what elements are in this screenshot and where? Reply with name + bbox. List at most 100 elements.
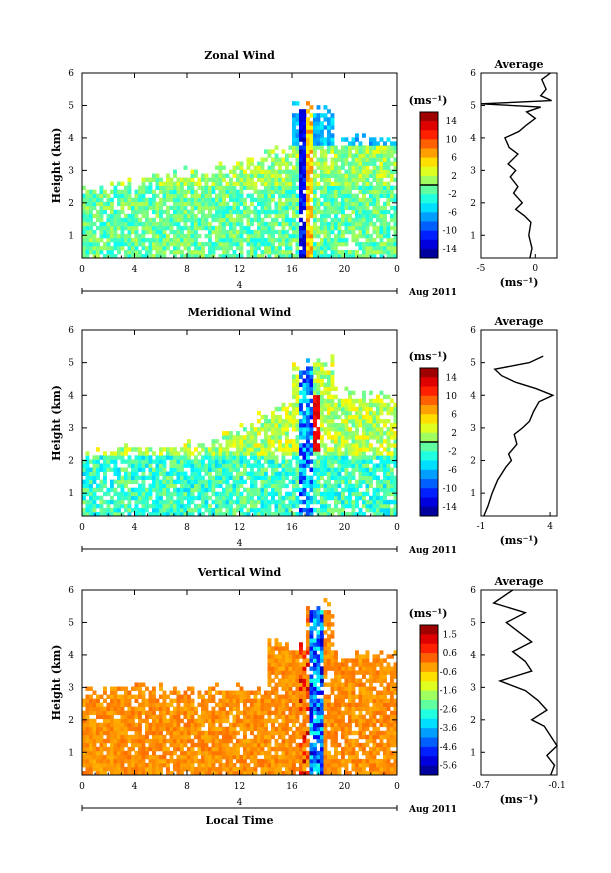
heatmap-cell xyxy=(379,149,384,154)
heatmap-cell xyxy=(246,507,251,513)
heatmap-cell xyxy=(348,193,352,199)
heatmap-cell xyxy=(299,435,303,440)
heatmap-cell xyxy=(183,507,188,513)
heatmap-cell xyxy=(92,475,97,481)
heatmap-cell xyxy=(372,435,377,440)
heatmap-cell xyxy=(376,245,380,251)
heatmap-cell xyxy=(246,237,251,243)
heatmap-cell xyxy=(323,406,328,412)
heatmap-cell xyxy=(243,710,247,716)
heatmap-cell xyxy=(390,249,394,255)
heatmap-cell xyxy=(274,189,279,195)
heatmap-cell xyxy=(267,241,272,247)
heatmap-cell xyxy=(341,149,345,154)
heatmap-cell xyxy=(204,185,209,191)
heatmap-cell xyxy=(99,213,104,219)
heatmap-cell xyxy=(194,483,198,489)
heatmap-cell xyxy=(299,133,303,138)
heatmap-cell xyxy=(120,487,125,493)
colorbar-segment xyxy=(420,175,438,186)
heatmap-cell xyxy=(204,451,209,456)
heatmap-cell xyxy=(96,475,100,481)
heatmap-cell xyxy=(309,205,314,211)
heatmap-cell xyxy=(152,237,156,243)
heatmap-cell xyxy=(141,702,146,708)
heatmap-cell xyxy=(323,463,328,468)
heatmap-cell xyxy=(120,726,125,732)
heatmap-cell xyxy=(386,229,391,235)
heatmap-cell xyxy=(187,443,191,448)
heatmap-cell xyxy=(386,169,391,174)
heatmap-cell xyxy=(99,197,104,203)
heatmap-cell xyxy=(239,233,244,239)
heatmap-cell xyxy=(348,511,352,517)
heatmap-cell xyxy=(134,201,139,207)
heatmap-cell xyxy=(285,431,289,436)
heatmap-cell xyxy=(362,427,366,432)
heatmap-cell xyxy=(176,762,181,768)
heatmap-cell xyxy=(341,185,345,191)
heatmap-cell xyxy=(253,165,258,170)
heatmap-cell xyxy=(176,746,181,752)
heatmap-cell xyxy=(117,225,121,231)
heatmap-cell xyxy=(159,201,163,207)
x-tick-label: 12 xyxy=(234,265,245,275)
heatmap-cell xyxy=(274,253,279,259)
heatmap-cell xyxy=(344,185,349,191)
heatmap-cell xyxy=(288,185,293,191)
heatmap-cell xyxy=(334,209,338,215)
heatmap-cell xyxy=(299,129,303,134)
heatmap-cell xyxy=(239,229,244,235)
heatmap-cell xyxy=(299,181,303,187)
heatmap-cell xyxy=(243,754,247,760)
heatmap-cell xyxy=(369,137,373,142)
heatmap-cell xyxy=(152,750,156,756)
heatmap-cell xyxy=(351,511,356,517)
heatmap-cell xyxy=(96,746,100,752)
heatmap-cell xyxy=(239,511,244,517)
heatmap-cell xyxy=(355,153,359,158)
heatmap-cell xyxy=(313,197,317,203)
heatmap-cell xyxy=(316,487,321,493)
heatmap-cell xyxy=(124,742,128,748)
heatmap-cell xyxy=(267,766,272,772)
heatmap-cell xyxy=(96,714,100,720)
heatmap-cell xyxy=(89,710,93,716)
heatmap-cell xyxy=(176,714,181,720)
heatmap-cell xyxy=(197,201,202,207)
heatmap-cell xyxy=(162,503,167,509)
heatmap-cell xyxy=(155,495,160,501)
heatmap-cell xyxy=(183,766,188,772)
heatmap-cell xyxy=(155,698,160,704)
heatmap-cell xyxy=(288,503,293,509)
heatmap-cell xyxy=(271,483,275,489)
heatmap-cell xyxy=(369,241,373,247)
heatmap-cell xyxy=(99,495,104,501)
heatmap-cell xyxy=(82,471,86,476)
heatmap-cell xyxy=(92,241,97,247)
colorbar-segment xyxy=(420,212,438,222)
heatmap-cell xyxy=(225,762,230,768)
colorbar-tick-label: -6 xyxy=(448,466,457,476)
heatmap-cell xyxy=(190,758,195,764)
heatmap-cell xyxy=(344,237,349,243)
heatmap-cell xyxy=(225,483,230,489)
heatmap-cell xyxy=(320,382,324,388)
heatmap-cell xyxy=(120,241,125,247)
heatmap-cell xyxy=(355,181,359,187)
heatmap-cell xyxy=(295,398,300,404)
heatmap-cell xyxy=(222,241,226,247)
heatmap-cell xyxy=(271,197,275,203)
heatmap-cell xyxy=(162,479,167,485)
heatmap-cell xyxy=(386,475,391,481)
heatmap-cell xyxy=(99,726,104,732)
heatmap-cell xyxy=(201,479,205,485)
heatmap-cell xyxy=(162,491,167,497)
heatmap-cell xyxy=(211,730,216,736)
heatmap-cell xyxy=(267,185,272,191)
heatmap-cell xyxy=(369,197,373,203)
heatmap-cell xyxy=(327,117,331,122)
heatmap-cell xyxy=(194,710,198,716)
heatmap-cell xyxy=(211,173,216,178)
heatmap-cell xyxy=(274,439,279,444)
